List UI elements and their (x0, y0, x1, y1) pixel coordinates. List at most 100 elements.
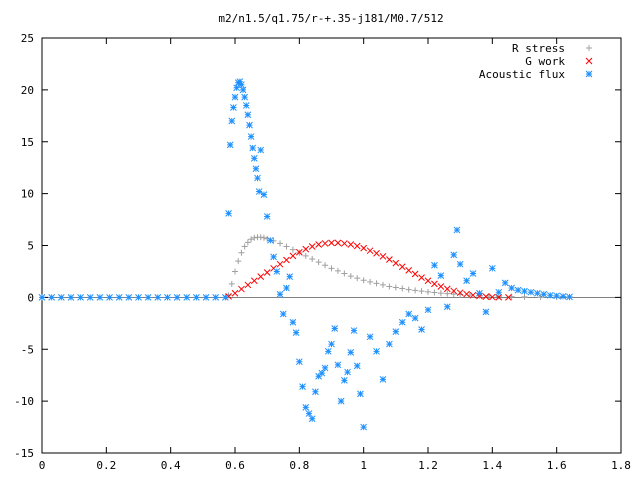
data-point (292, 329, 300, 337)
legend-marker (585, 70, 593, 78)
data-point (255, 188, 263, 195)
data-point (86, 294, 94, 301)
data-point (505, 294, 512, 301)
data-point (344, 368, 351, 376)
data-point (379, 281, 386, 288)
data-point (106, 294, 113, 301)
data-point (236, 78, 244, 85)
data-point (144, 294, 152, 301)
data-point (537, 294, 544, 301)
data-point (302, 252, 309, 259)
data-point (405, 310, 413, 318)
data-point (221, 294, 229, 301)
legend-label: Acoustic flux (479, 68, 565, 81)
data-point (308, 243, 316, 250)
data-point (239, 86, 247, 94)
data-point (276, 290, 284, 298)
data-point (328, 239, 335, 247)
data-point (463, 277, 470, 285)
data-point (250, 154, 258, 162)
data-point (305, 410, 313, 417)
data-point (373, 347, 380, 355)
data-point (286, 273, 294, 280)
data-point (241, 93, 249, 101)
y-tick-label: -10 (14, 395, 34, 408)
data-point (257, 146, 265, 154)
data-point (251, 234, 258, 241)
chart-title: m2/n1.5/q1.75/r-+.35-j181/M0.7/512 (218, 12, 443, 25)
data-point (302, 245, 310, 253)
y-tick-label: 5 (27, 240, 34, 253)
data-point (443, 285, 451, 293)
data-point (418, 288, 425, 295)
x-tick-label: 0.6 (225, 459, 245, 472)
data-point (295, 358, 303, 366)
data-point (424, 277, 432, 285)
legend-marker (585, 57, 593, 65)
data-point (225, 209, 232, 217)
data-point (350, 327, 358, 334)
data-point (233, 84, 240, 92)
data-point (96, 294, 104, 301)
data-point (482, 308, 490, 316)
data-point (273, 268, 281, 275)
data-point (321, 240, 329, 247)
data-point (353, 242, 361, 250)
data-point (488, 293, 496, 301)
data-point (405, 286, 412, 293)
data-point (173, 294, 181, 301)
data-point (295, 248, 303, 256)
data-point (232, 268, 238, 275)
data-point (360, 277, 367, 284)
data-point (334, 361, 342, 369)
data-point (321, 364, 329, 372)
data-point (424, 306, 432, 314)
data-point (299, 383, 306, 390)
data-point (328, 340, 335, 348)
plot-area (38, 78, 573, 431)
x-tick-label: 0.4 (161, 459, 181, 472)
data-point (514, 286, 522, 294)
data-point (546, 291, 554, 299)
series-g-work (225, 239, 512, 301)
x-tick-label: 1 (360, 459, 367, 472)
data-point (246, 121, 253, 129)
y-tick-label: 0 (27, 291, 34, 304)
data-point (412, 287, 419, 294)
x-tick-label: 0.8 (289, 459, 309, 472)
data-point (437, 283, 445, 290)
data-point (260, 191, 268, 199)
data-point (341, 377, 348, 384)
data-point (277, 240, 284, 247)
data-point (260, 234, 267, 241)
data-point (437, 272, 445, 279)
data-point (315, 372, 322, 380)
data-point (38, 294, 46, 301)
data-point (373, 280, 380, 287)
data-point (566, 293, 573, 301)
y-tick-label: -15 (14, 447, 34, 460)
data-point (463, 290, 470, 298)
legend-label: R stress (512, 42, 565, 55)
data-point (411, 314, 419, 322)
data-point (331, 325, 339, 332)
data-point (135, 294, 142, 301)
data-point (228, 280, 235, 287)
data-point (226, 141, 234, 149)
data-point (283, 243, 290, 250)
data-point (373, 249, 380, 257)
data-point (154, 294, 162, 301)
data-point (250, 277, 258, 285)
data-point (386, 256, 393, 263)
x-tick-label: 0.2 (96, 459, 116, 472)
legend-label: G work (525, 55, 565, 68)
data-point (392, 328, 400, 335)
data-point (418, 326, 425, 333)
y-tick-label: 25 (21, 32, 34, 45)
data-point (425, 288, 431, 295)
data-point (231, 289, 239, 297)
data-point (48, 294, 56, 301)
data-point (521, 287, 528, 295)
data-point (312, 388, 319, 396)
